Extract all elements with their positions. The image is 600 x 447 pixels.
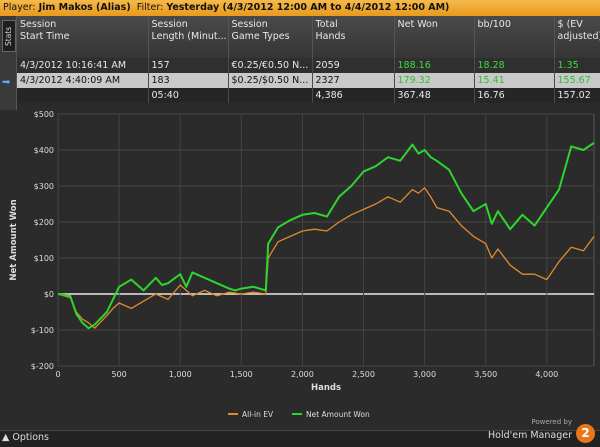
player-filter-bar: Player: Jim Makos (Alias) Filter: Yester…	[0, 0, 600, 16]
table-totals-row: 05:40 4,386 367.48 16.76 157.02	[17, 88, 600, 103]
series-line-all-in-ev	[57, 187, 595, 329]
y-tick-label: $100	[34, 254, 54, 263]
options-arrow-icon: ▲	[2, 432, 10, 443]
x-tick-label: 500	[111, 370, 126, 379]
x-axis-label: Hands	[311, 383, 341, 393]
legend-label: All-in EV	[242, 410, 274, 419]
cell-net-won: 179.32	[394, 73, 475, 88]
stats-tab-label[interactable]: Stats	[2, 20, 16, 52]
player-name[interactable]: Jim Makos (Alias)	[38, 2, 131, 13]
cell-game-types: $0.25/$0.50 N...	[228, 73, 313, 88]
col-header-total-hands[interactable]: Total Hands	[312, 16, 395, 58]
current-row-arrow-icon: ➡	[2, 77, 11, 88]
cell-total-hands: 2059	[312, 58, 395, 73]
total-bb100: 16.76	[474, 88, 555, 103]
net-won-chart: $-200 $-100 $0 $100 $200 $300 $400 $500 0 500 1,00…	[9, 110, 595, 419]
bottom-bar	[0, 430, 600, 447]
filter-label: Filter:	[136, 2, 164, 13]
cell-game-types: €0.25/€0.50 N...	[228, 58, 313, 73]
x-tick-label: 4,000	[535, 370, 558, 379]
x-tick-label: 1,500	[230, 370, 253, 379]
cell-start-time: 4/3/2012 10:16:41 AM	[17, 58, 149, 73]
legend-label: Net Amount Won	[306, 410, 370, 419]
x-tick-label: 2,000	[291, 370, 314, 379]
y-tick-label: $0	[44, 290, 54, 299]
x-tick-label: 3,500	[474, 370, 497, 379]
total-ev-adjusted: 157.02	[554, 88, 600, 103]
col-header-bb100[interactable]: bb/100	[474, 16, 555, 58]
x-tick-label: 2,500	[352, 370, 375, 379]
col-header-net-won[interactable]: Net Won	[394, 16, 475, 58]
table-row-selected[interactable]: 4/3/2012 4:40:09 AM 183 $0.25/$0.50 N...…	[17, 73, 600, 88]
y-tick-label: $400	[34, 146, 54, 155]
total-net-won: 367.48	[394, 88, 475, 103]
table-row[interactable]: 4/3/2012 10:16:41 AM 157 €0.25/€0.50 N..…	[17, 58, 600, 73]
cell-start-time: 4/3/2012 4:40:09 AM	[17, 73, 149, 88]
y-tick-label: $500	[34, 110, 54, 119]
y-tick-label: $300	[34, 182, 54, 191]
x-tick-label: 3,000	[413, 370, 436, 379]
player-label: Player:	[3, 2, 36, 13]
total-start-time	[17, 88, 149, 103]
chart-area: $-200 $-100 $0 $100 $200 $300 $400 $500 0 500 1,00…	[0, 110, 600, 430]
col-header-ev-adjusted[interactable]: $ (EV adjusted)	[554, 16, 600, 58]
x-tick-label: 1,000	[169, 370, 192, 379]
cell-bb100: 18.28	[474, 58, 555, 73]
cell-bb100: 15.41	[474, 73, 555, 88]
total-game-types	[228, 88, 313, 103]
options-button[interactable]: ▲ Options	[2, 432, 49, 443]
filter-value[interactable]: Yesterday (4/3/2012 12:00 AM to 4/4/2012…	[166, 2, 450, 13]
cell-ev-adjusted: 155.67	[554, 73, 600, 88]
powered-by-text: Powered by	[531, 418, 572, 426]
cell-length: 157	[148, 58, 229, 73]
cell-net-won: 188.16	[394, 58, 475, 73]
col-header-start-time[interactable]: Session Start Time	[17, 16, 149, 58]
total-hands: 4,386	[312, 88, 395, 103]
col-header-game-types[interactable]: Session Game Types	[228, 16, 313, 58]
y-axis-label: Net Amount Won	[9, 199, 19, 280]
cell-ev-adjusted: 1.35	[554, 58, 600, 73]
hem-logo-icon: 2	[576, 424, 595, 443]
cell-total-hands: 2327	[312, 73, 395, 88]
sessions-table: Session Start Time Session Length (Minut..…	[17, 16, 600, 103]
plot-background	[57, 113, 595, 367]
options-label: Options	[12, 432, 49, 443]
y-tick-label: $-200	[31, 362, 54, 371]
series-line-net-amount-won	[57, 141, 595, 330]
stats-side-tab[interactable]: Stats	[0, 16, 17, 110]
y-tick-label: $200	[34, 218, 54, 227]
cell-length: 183	[148, 73, 229, 88]
y-tick-label: $-100	[31, 326, 54, 335]
x-tick-label: 0	[55, 370, 60, 379]
col-header-length[interactable]: Session Length (Minut...	[148, 16, 229, 58]
table-header-row: Session Start Time Session Length (Minut..…	[17, 16, 600, 58]
brand-name: Hold'em Manager	[488, 430, 572, 441]
total-length: 05:40	[148, 88, 229, 103]
